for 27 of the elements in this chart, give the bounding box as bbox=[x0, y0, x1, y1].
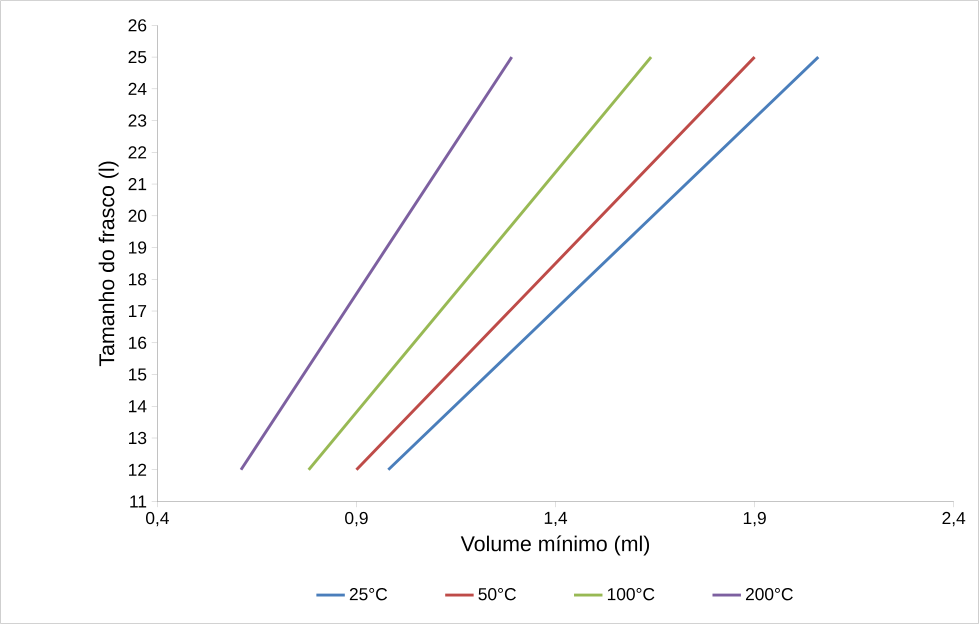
y-tick-label: 11 bbox=[130, 495, 146, 508]
legend-label: 100°C bbox=[608, 588, 654, 600]
y-axis-title: Tamanho do frasco (l) bbox=[98, 162, 119, 366]
y-tick-label: 25 bbox=[128, 50, 146, 64]
y-tick-label: 12 bbox=[129, 464, 146, 476]
x-tick-label: 1,9 bbox=[744, 512, 766, 526]
x-tick-label: 1,4 bbox=[544, 512, 568, 526]
y-tick-label: 14 bbox=[129, 400, 146, 412]
legend-label: 50°C bbox=[478, 588, 516, 600]
y-tick-label: 17 bbox=[129, 304, 146, 317]
y-tick-label: 16 bbox=[129, 336, 146, 349]
y-tick-label: 15 bbox=[129, 368, 146, 380]
y-tick-label: 26 bbox=[128, 19, 146, 32]
x-tick-label: 0,9 bbox=[345, 512, 368, 526]
y-tick-label: 19 bbox=[129, 241, 146, 254]
legend-label: 25°C bbox=[350, 588, 388, 600]
y-tick-label: 13 bbox=[129, 432, 146, 444]
y-tick-label: 22 bbox=[128, 146, 146, 158]
y-tick-label: 23 bbox=[128, 114, 146, 127]
x-axis-title: Volume mínimo (ml) bbox=[460, 535, 650, 556]
legend-label: 200°C bbox=[746, 588, 793, 600]
x-tick-label: 2,4 bbox=[942, 512, 966, 526]
x-tick-label: 0,4 bbox=[146, 512, 169, 526]
y-tick-label: 24 bbox=[128, 82, 146, 95]
y-tick-label: 18 bbox=[129, 273, 146, 286]
y-tick-label: 21 bbox=[128, 178, 146, 190]
y-tick-label: 20 bbox=[128, 210, 146, 222]
